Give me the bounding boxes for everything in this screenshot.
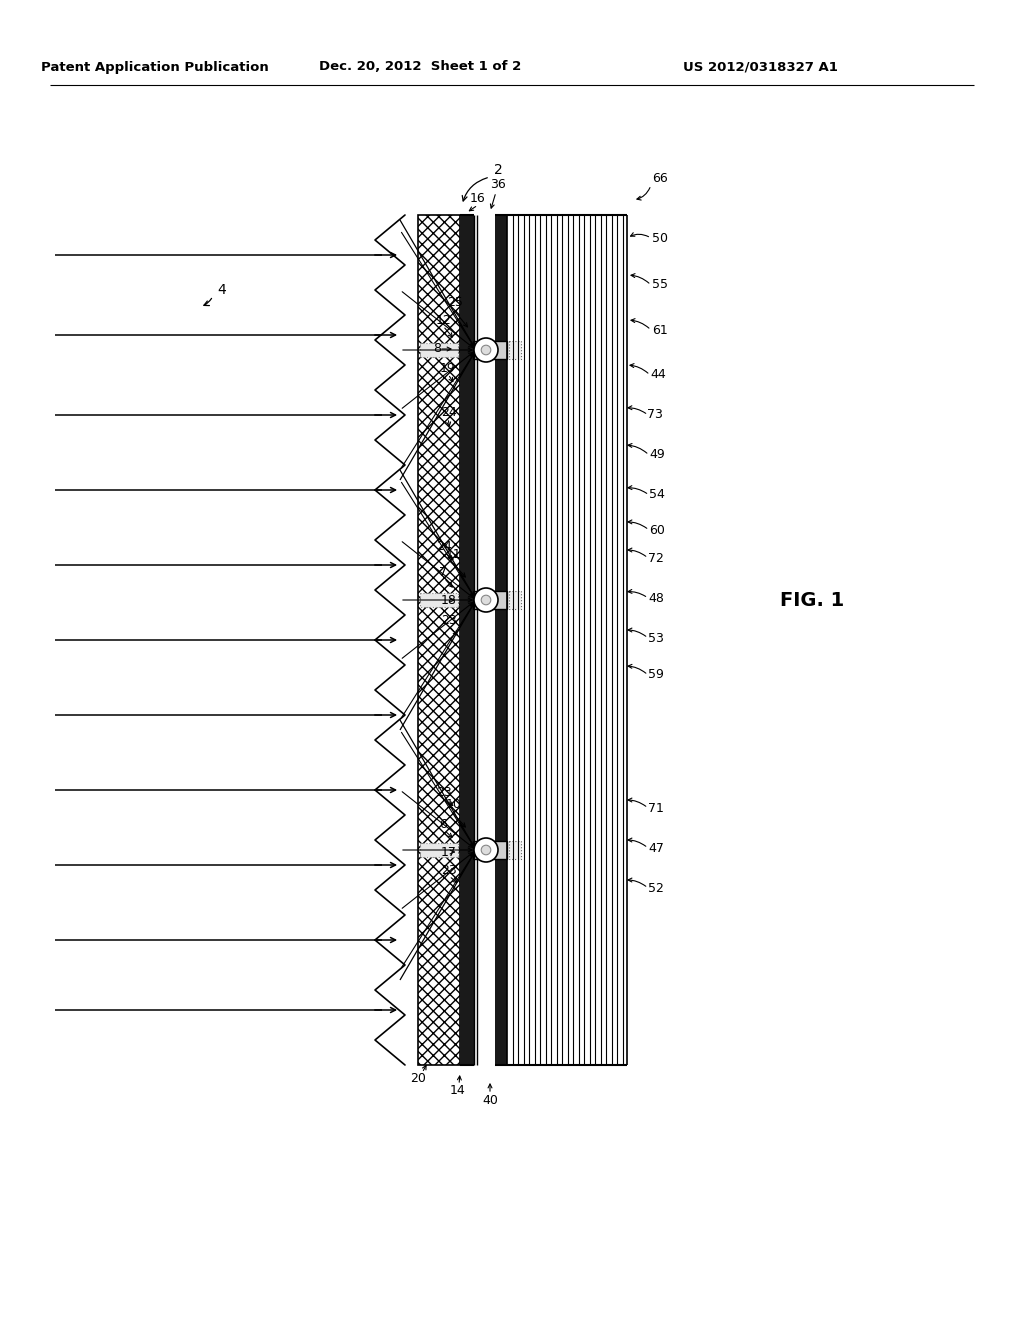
Text: 14: 14 [451, 1084, 466, 1097]
Bar [509, 341, 521, 359]
Text: 24: 24 [441, 405, 457, 418]
Circle shape [474, 838, 498, 862]
Text: Dec. 20, 2012  Sheet 1 of 2: Dec. 20, 2012 Sheet 1 of 2 [318, 61, 521, 74]
Bar [477, 215, 495, 1065]
Bar [509, 841, 521, 859]
Text: 73: 73 [647, 408, 663, 421]
Text: 12: 12 [436, 314, 452, 326]
Text: 66: 66 [652, 172, 668, 185]
Text: 54: 54 [649, 488, 665, 502]
Circle shape [474, 338, 498, 362]
Text: 6: 6 [439, 817, 446, 830]
Text: 8: 8 [433, 342, 441, 355]
Text: 36: 36 [490, 178, 506, 191]
Text: 40: 40 [482, 1093, 498, 1106]
Text: 4: 4 [218, 282, 226, 297]
Text: 10: 10 [446, 799, 462, 812]
Text: 23: 23 [436, 787, 452, 800]
Text: 52: 52 [648, 882, 664, 895]
Text: 2: 2 [494, 162, 503, 177]
Text: 72: 72 [648, 552, 664, 565]
Circle shape [481, 346, 490, 355]
Text: 48: 48 [648, 591, 664, 605]
Text: 16: 16 [470, 191, 485, 205]
Text: 18: 18 [441, 594, 457, 606]
Text: 53: 53 [648, 631, 664, 644]
Bar [509, 591, 521, 609]
Bar [473, 591, 507, 609]
Bar [420, 593, 458, 607]
Bar [420, 343, 458, 356]
Text: 50: 50 [652, 231, 668, 244]
Text: 61: 61 [652, 323, 668, 337]
Text: 71: 71 [648, 801, 664, 814]
Text: Patent Application Publication: Patent Application Publication [41, 61, 269, 74]
Text: 20: 20 [410, 1072, 426, 1085]
Text: 49: 49 [649, 449, 665, 462]
Text: 17: 17 [441, 846, 457, 858]
Text: 25: 25 [447, 297, 463, 309]
Bar [473, 341, 507, 359]
Circle shape [474, 587, 498, 612]
Circle shape [481, 845, 490, 855]
Text: FIG. 1: FIG. 1 [780, 590, 844, 610]
Text: US 2012/0318327 A1: US 2012/0318327 A1 [683, 61, 838, 74]
Circle shape [481, 595, 490, 605]
Text: 24: 24 [436, 540, 452, 553]
Text: 55: 55 [652, 279, 668, 292]
Text: 11: 11 [446, 549, 462, 561]
Text: 23: 23 [441, 863, 457, 876]
Text: 44: 44 [650, 368, 666, 381]
Text: 23: 23 [441, 614, 457, 627]
Text: 47: 47 [648, 842, 664, 854]
Text: 7: 7 [439, 565, 447, 578]
Bar [420, 843, 458, 857]
Bar [418, 215, 460, 1065]
Bar [473, 841, 507, 859]
Bar [460, 215, 474, 1065]
Text: 59: 59 [648, 668, 664, 681]
Text: 60: 60 [649, 524, 665, 536]
Text: 19: 19 [440, 362, 456, 375]
Bar [495, 215, 507, 1065]
